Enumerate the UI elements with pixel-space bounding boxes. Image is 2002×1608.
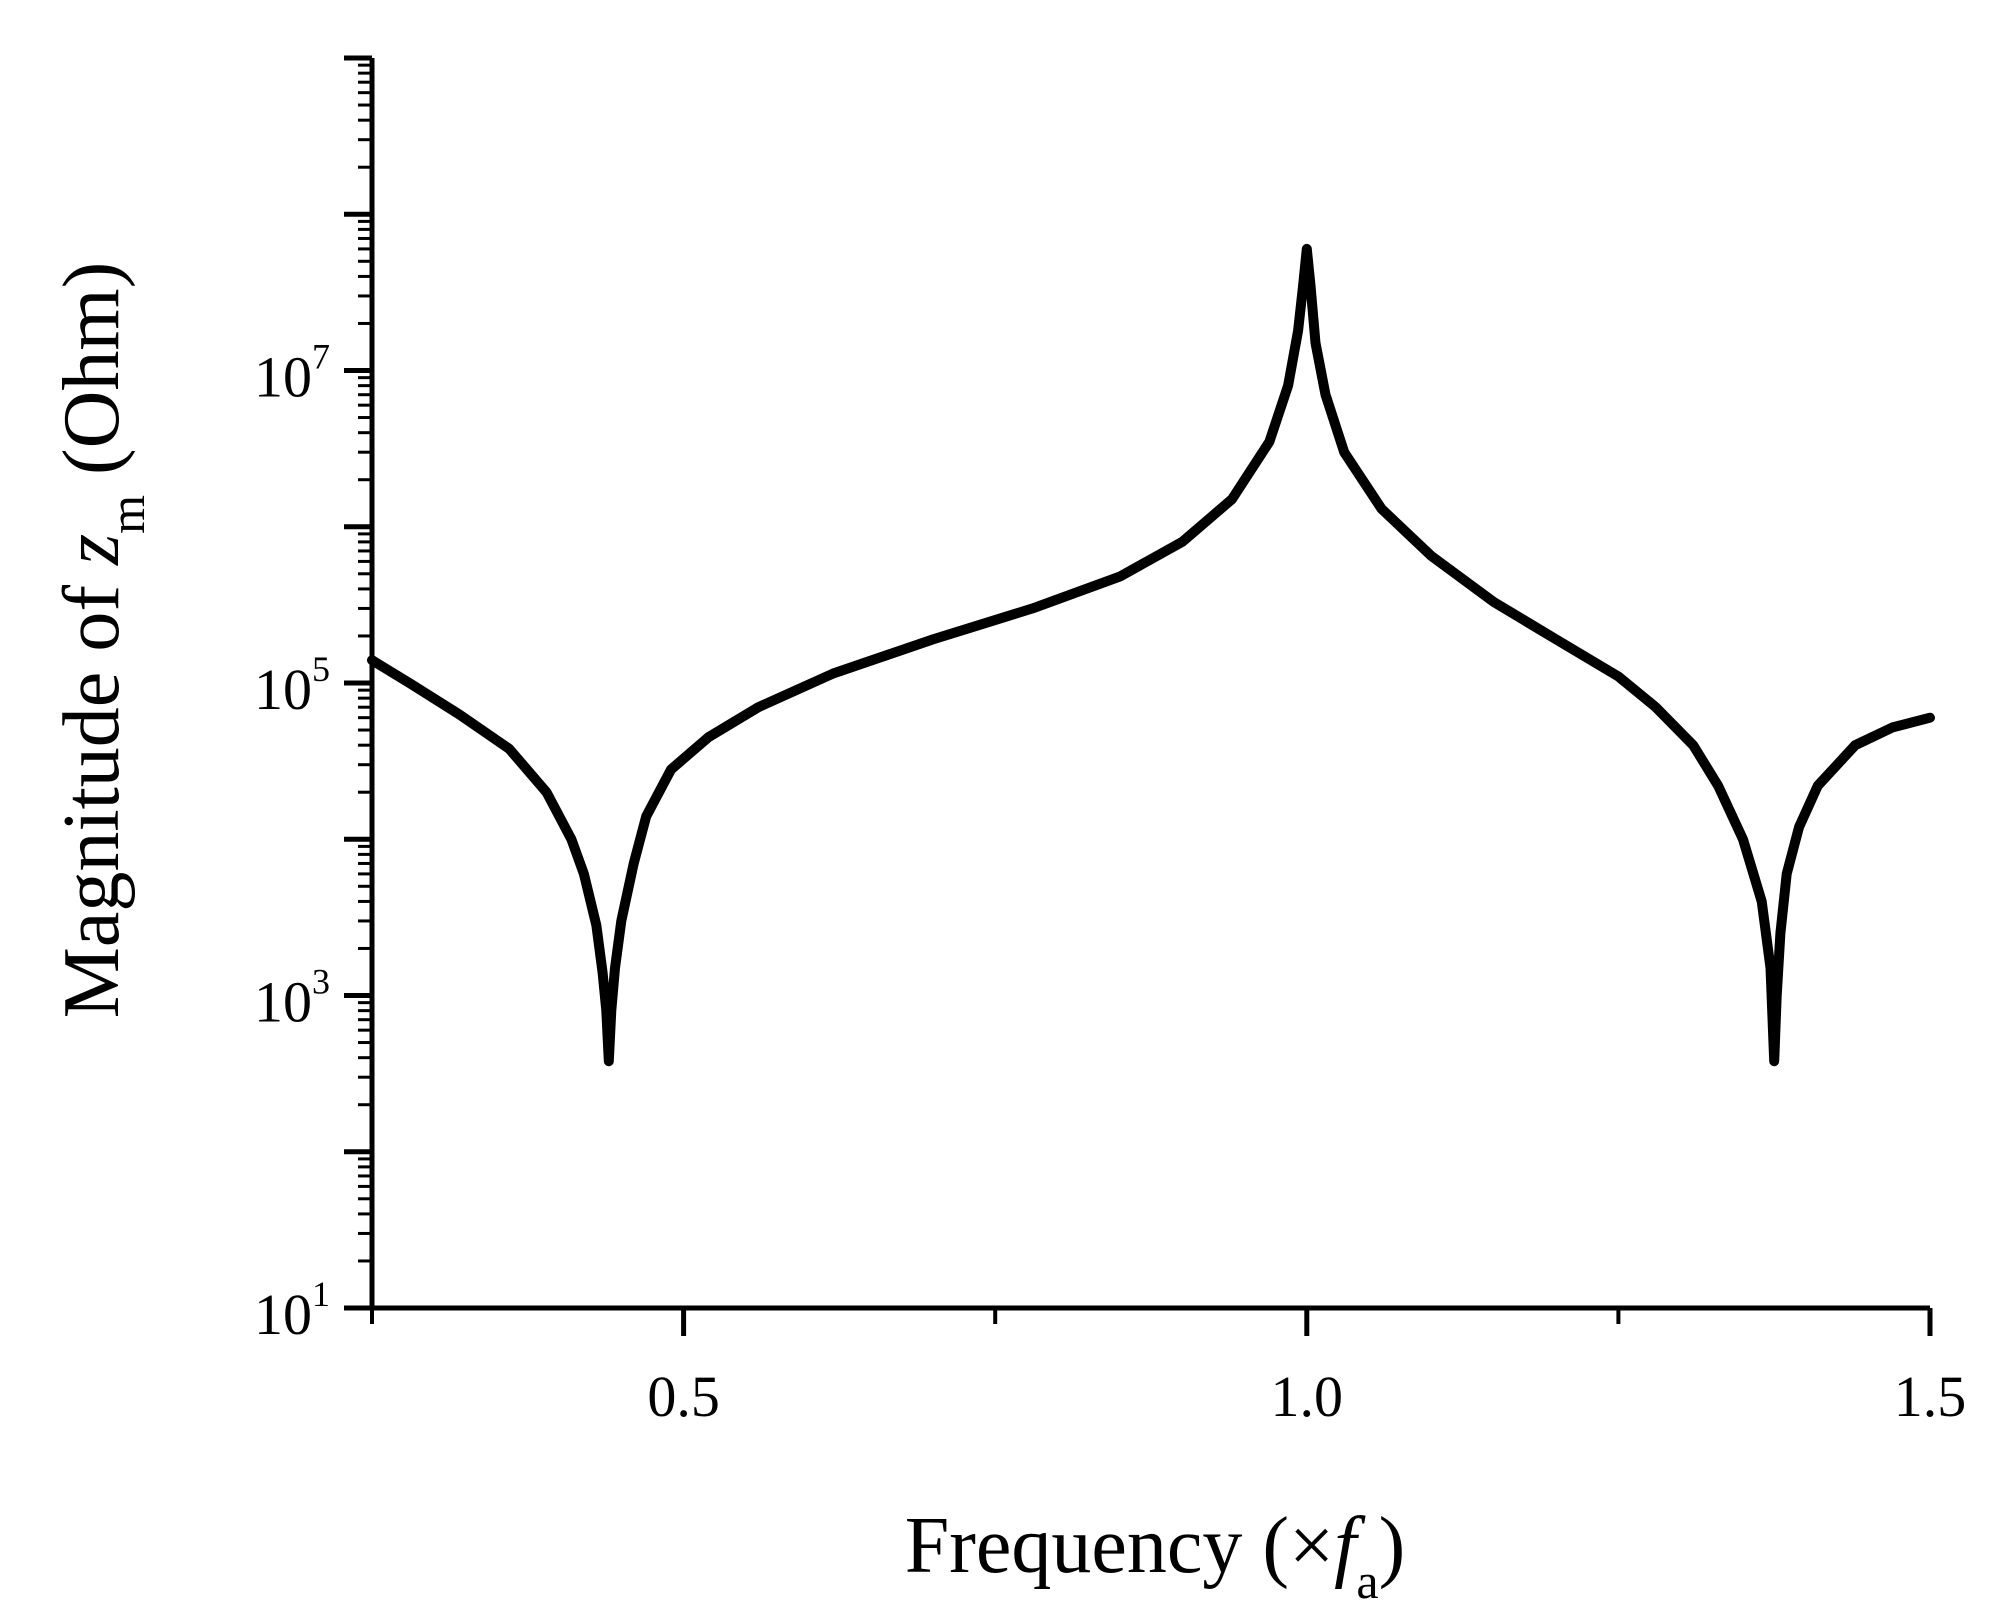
y-axis-title-subscript: m (99, 495, 155, 534)
y-tick-label-exponent: 1 (312, 1274, 330, 1314)
x-tick-label: 0.5 (647, 1364, 720, 1429)
y-tick-label-base: 10 (254, 1282, 312, 1347)
axes (369, 58, 1930, 1311)
y-tick-label-base: 10 (254, 345, 312, 410)
y-tick-label-exponent: 7 (312, 337, 330, 377)
x-tick-label: 1.5 (1894, 1364, 1967, 1429)
impedance-curve (367, 243, 1935, 1067)
y-tick-label-exponent: 3 (312, 962, 330, 1002)
x-axis-title-suffix: ) (1379, 1502, 1406, 1590)
y-tick-label: 103 (254, 962, 330, 1035)
x-axis-title-subscript: a (1356, 1553, 1378, 1608)
x-tick-label: 1.0 (1271, 1364, 1344, 1429)
y-axis-title-variable: z (48, 534, 136, 566)
y-tick-label-base: 10 (254, 970, 312, 1035)
y-tick-label: 105 (254, 649, 330, 722)
x-axis-title-prefix: Frequency (× (905, 1502, 1334, 1590)
x-axis-title: Frequency (×fa) (905, 1502, 1406, 1608)
y-tick-label-base: 10 (254, 657, 312, 722)
x-axis-tick-labels: 0.5 1.0 1.5 (647, 1364, 1966, 1429)
y-tick-label-exponent: 5 (312, 649, 330, 689)
y-axis-title: Magnitude of zm (Ohm) (48, 262, 155, 1019)
y-axis-title-suffix: (Ohm) (48, 262, 136, 475)
y-tick-label: 101 (254, 1274, 330, 1347)
y-axis-ticks (344, 55, 372, 1311)
x-axis-ticks (370, 1308, 1933, 1336)
y-axis-title-prefix: Magnitude of (48, 565, 136, 1018)
y-tick-label: 107 (254, 337, 330, 410)
